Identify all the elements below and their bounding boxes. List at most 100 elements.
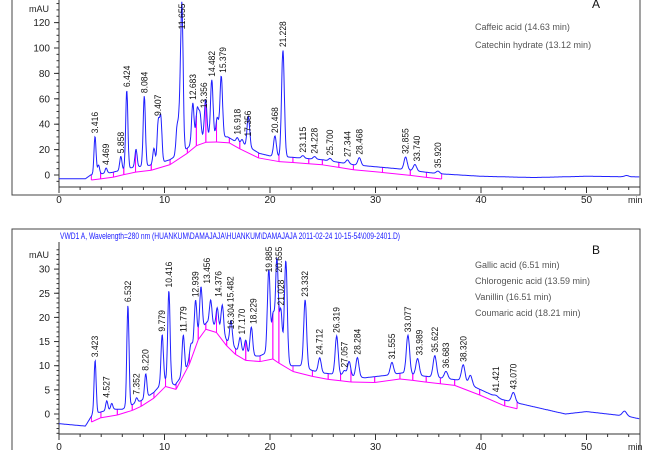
panel-letter: A	[592, 0, 600, 11]
y-axis-label: mAU	[29, 250, 49, 260]
peak-label: 6.424	[122, 66, 132, 88]
panel-letter: B	[592, 243, 600, 257]
peak-label: 21.228	[278, 21, 288, 47]
peak-label: 18.229	[248, 298, 258, 324]
peak-label: 16.304	[226, 304, 236, 330]
integration-baseline	[229, 143, 239, 149]
peak-label: 17.356	[243, 111, 253, 137]
integration-baseline	[132, 406, 141, 410]
y-tick-label: 120	[33, 18, 50, 29]
integration-baseline	[136, 170, 152, 172]
integration-baseline	[260, 359, 273, 362]
integration-baseline	[259, 158, 279, 162]
y-tick-label: 80	[39, 69, 51, 80]
y-axis-label: mAU	[29, 4, 49, 14]
peak-label: 23.115	[298, 127, 308, 153]
y-tick-label: 40	[39, 120, 51, 131]
integration-baseline	[166, 386, 177, 389]
integration-baseline	[101, 177, 114, 179]
integration-baseline	[505, 406, 517, 409]
integration-baseline	[339, 167, 354, 169]
integration-baseline	[101, 415, 117, 418]
integration-baseline	[240, 149, 259, 158]
integration-baseline	[279, 162, 293, 163]
x-tick-label: 30	[370, 195, 382, 206]
integration-baseline	[341, 381, 351, 382]
x-tick-label: 50	[581, 195, 593, 206]
integration-baseline	[198, 329, 206, 339]
peak-label: 14.376	[214, 271, 224, 297]
peak-label: 33.077	[403, 306, 413, 332]
peak-label: 41.421	[491, 366, 501, 392]
integration-baseline	[328, 379, 340, 380]
x-tick-label: 20	[264, 442, 276, 450]
peak-label: 31.555	[387, 334, 397, 360]
y-tick-label: 100	[33, 44, 50, 55]
peak-label: 20.655	[274, 247, 284, 273]
integration-baseline	[124, 172, 136, 175]
y-tick-label: 20	[39, 145, 51, 156]
integration-baseline	[312, 376, 328, 379]
peak-label: 11.779	[178, 306, 188, 332]
x-tick-label: 20	[264, 195, 276, 206]
peak-label: 8.084	[139, 72, 149, 94]
x-axis-label: min	[628, 195, 643, 205]
peak-label: 35.622	[430, 327, 440, 353]
y-tick-label: 5	[44, 385, 50, 396]
peak-label: 12.683	[188, 74, 198, 100]
x-tick-label: 40	[475, 442, 487, 450]
peak-label: 27.344	[342, 131, 352, 157]
integration-baseline	[176, 364, 189, 389]
peak-label: 26.319	[332, 307, 342, 333]
peak-label: 23.332	[300, 271, 310, 297]
peak-label: 32.855	[401, 128, 411, 154]
integration-baseline	[293, 162, 309, 163]
legend-entry: Caffeic acid (14.63 min)	[475, 22, 570, 32]
y-tick-label: 20	[39, 313, 51, 324]
peak-label: 24.712	[315, 329, 325, 355]
integration-baseline	[154, 386, 166, 398]
panel-b-title: VWD1 A, Wavelength=280 nm (HUANKUM\DAMAJ…	[60, 231, 400, 242]
peak-label: 13.456	[202, 258, 212, 284]
integration-baseline	[455, 385, 480, 395]
integration-baseline	[426, 382, 440, 384]
integration-baseline	[382, 172, 410, 175]
peak-label: 15.379	[218, 47, 228, 73]
x-axis-label: min	[628, 442, 643, 450]
peak-label: 27.057	[339, 342, 349, 368]
integration-baseline	[91, 179, 100, 180]
integration-baseline	[113, 175, 123, 177]
x-tick-label: 40	[475, 195, 487, 206]
x-tick-label: 0	[56, 442, 62, 450]
integration-baseline	[236, 354, 246, 360]
peak-label: 3.416	[90, 112, 100, 134]
integration-baseline	[217, 142, 230, 143]
x-tick-label: 0	[56, 195, 62, 206]
x-tick-label: 10	[159, 195, 171, 206]
peak-label: 28.468	[354, 129, 364, 155]
y-tick-label: 60	[39, 94, 51, 105]
integration-baseline	[353, 170, 382, 173]
y-tick-label: 10	[39, 361, 51, 372]
integration-baseline	[170, 153, 187, 164]
peak-label: 4.469	[101, 144, 111, 166]
integration-baseline	[480, 395, 505, 406]
peak-label: 7.352	[132, 373, 142, 395]
peak-label: 36.683	[441, 343, 451, 369]
peak-label: 10.416	[164, 262, 174, 288]
peak-label: 9.779	[157, 310, 167, 332]
integration-baseline	[375, 379, 400, 382]
peak-label: 11.655	[177, 4, 187, 30]
peak-label: 8.220	[141, 349, 151, 371]
integration-baseline	[117, 410, 132, 415]
integration-baseline	[410, 175, 426, 177]
peak-label: 9.407	[153, 95, 163, 117]
integration-baseline	[246, 360, 260, 361]
legend-entry: Chlorogenic acid (13.59 min)	[475, 276, 590, 286]
peak-label: 33.989	[415, 330, 425, 356]
peak-label: 16.918	[232, 109, 242, 135]
integration-baseline	[309, 164, 323, 165]
